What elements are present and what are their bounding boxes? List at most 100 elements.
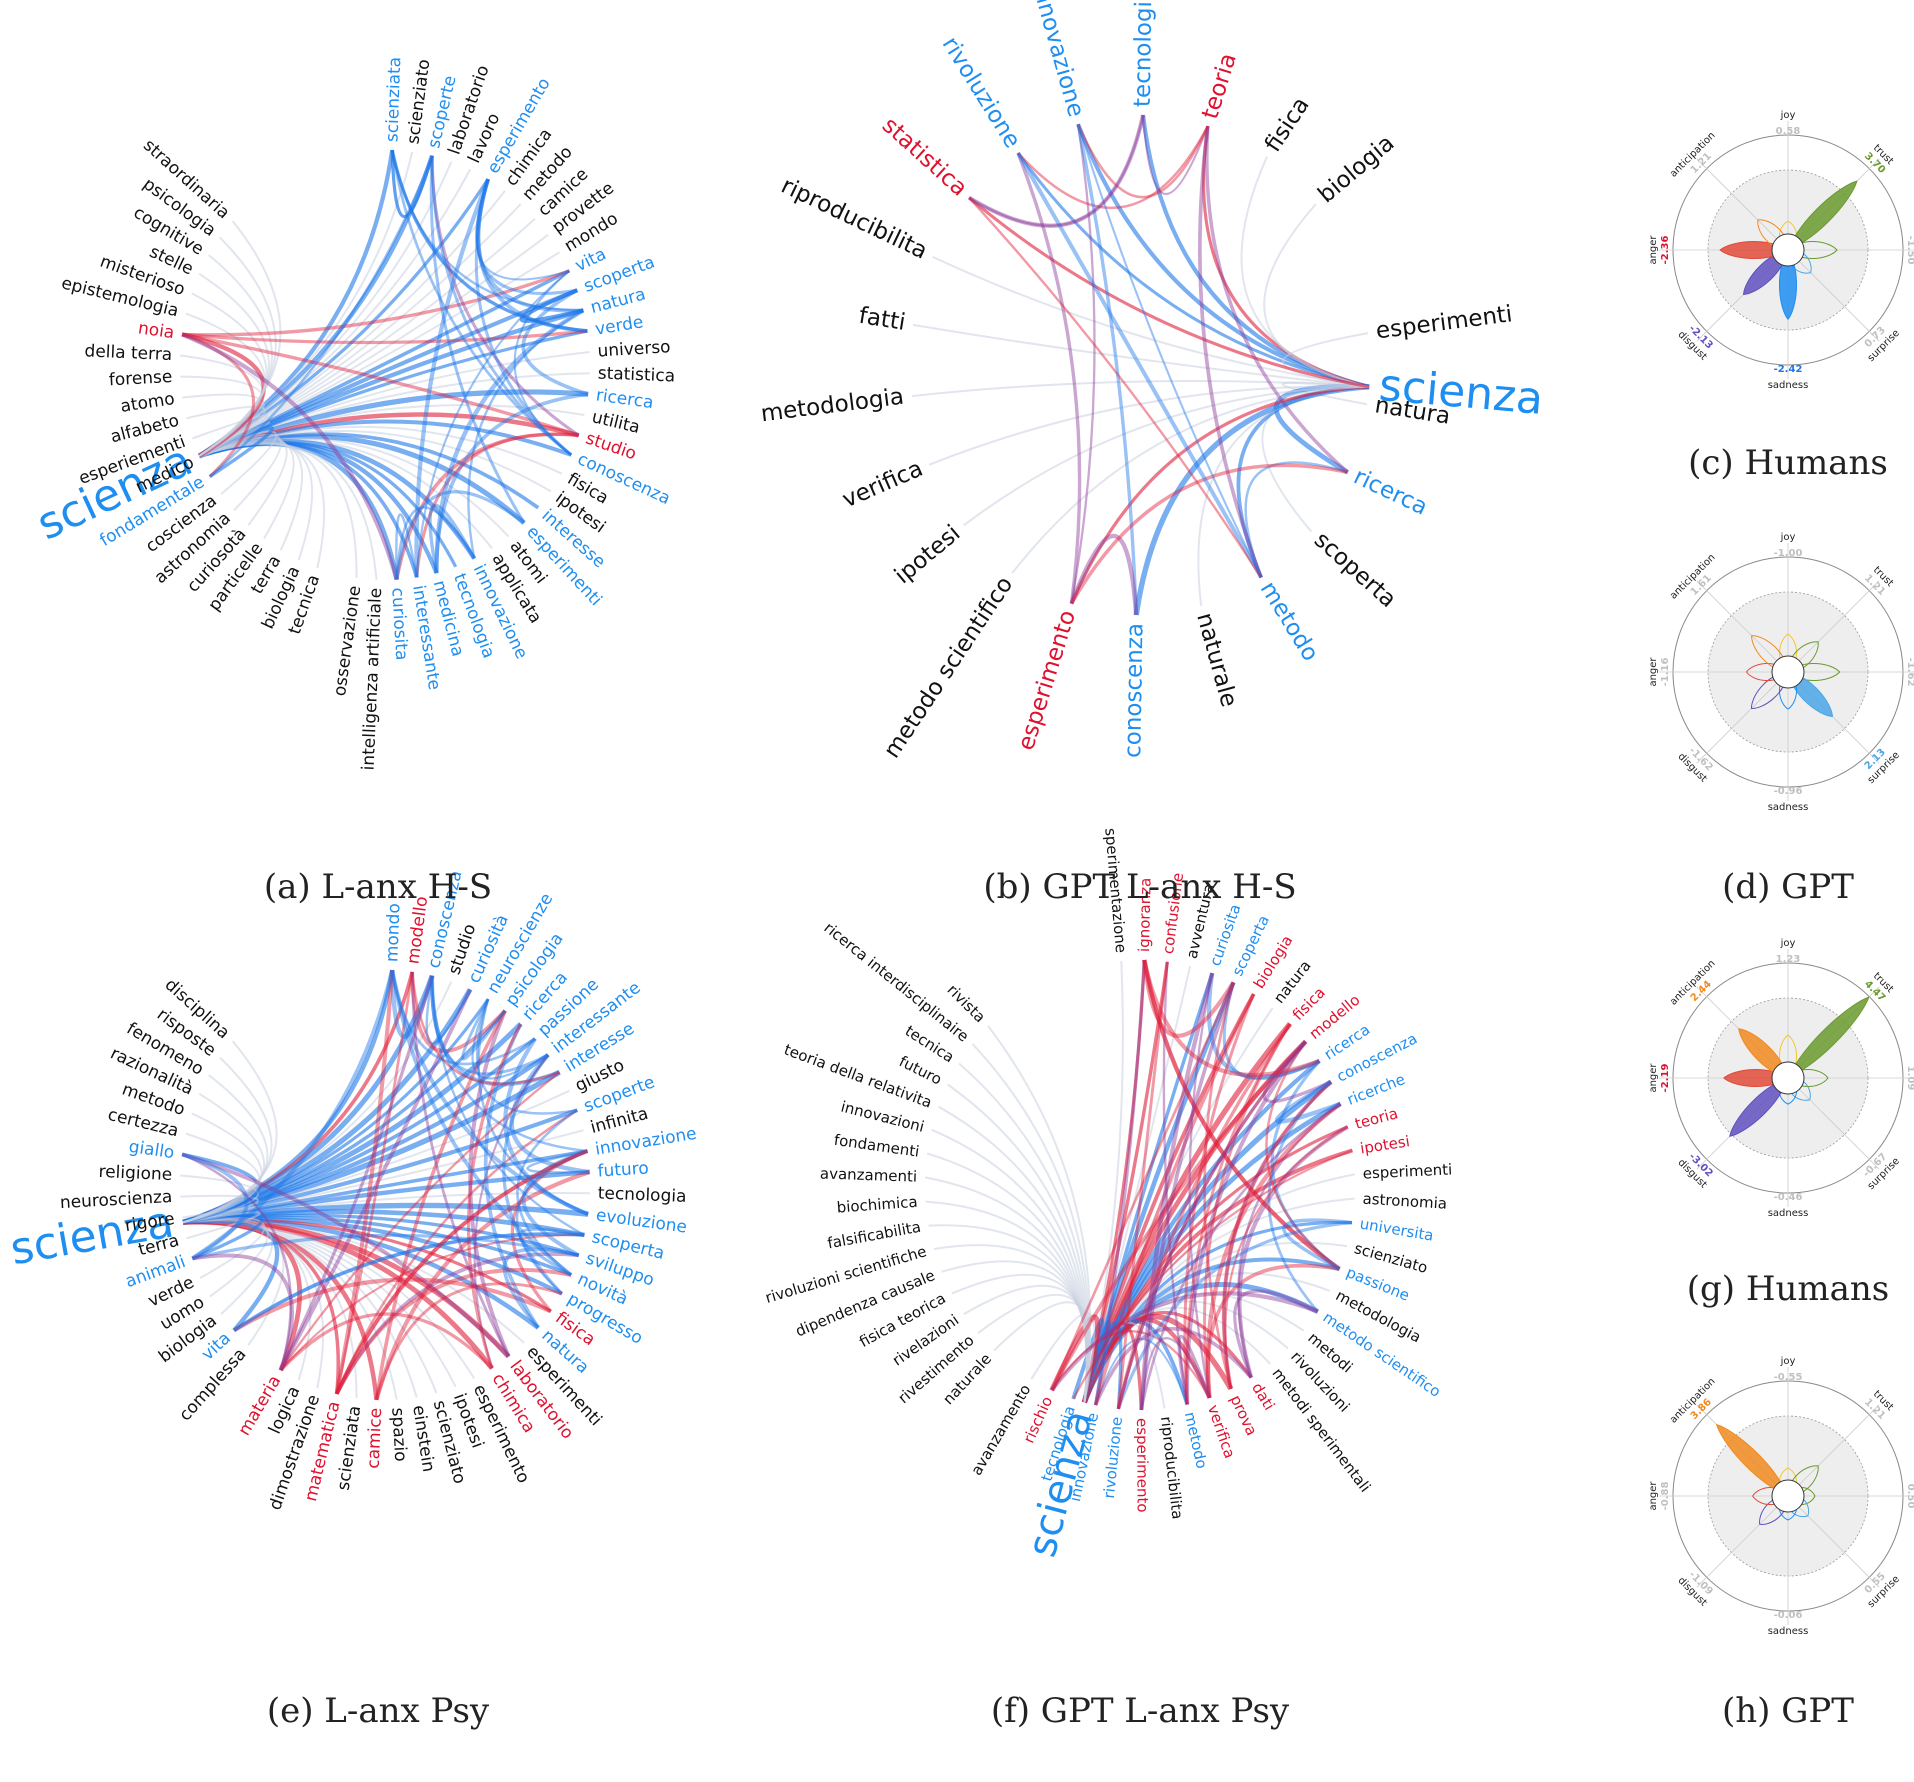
radar-label-h-anger: anger	[1648, 1481, 1659, 1511]
edge-b-teoria-rivoluzione	[1017, 125, 1209, 209]
edge-a-scienziata-verde	[390, 149, 588, 333]
word-f-metodo: metodo	[1181, 1410, 1211, 1470]
radar-axis-c-surprise	[1787, 249, 1880, 342]
word-e-futuro: futuro	[597, 1158, 649, 1181]
edge-e-interesse-materia	[279, 1071, 561, 1371]
radar-value-d-sadness: -0.96	[1774, 786, 1803, 797]
word-b-ricerca: ricerca	[1350, 464, 1432, 521]
edge-e-laboratorio-modello	[410, 971, 510, 1358]
edge-f-rischio-metodo-scientifico	[1050, 1291, 1319, 1392]
radar-center-g	[1771, 1061, 1805, 1095]
edge-f-scoperta-prova	[1203, 982, 1235, 1390]
edge-a-esperimento-vita	[475, 178, 570, 281]
radar-label-c-joy: joy	[1780, 110, 1796, 121]
edge-a-noia-vita	[182, 269, 570, 337]
radar-value-c-anger: -2.36	[1660, 236, 1671, 265]
edge-b-fatti	[912, 323, 1370, 388]
edge-f-conoscenza-ricerche	[1274, 1079, 1342, 1124]
edge-a-esperimento-conoscenza	[474, 178, 573, 457]
edge-f-ricerca-passione	[1270, 1059, 1341, 1271]
caption-f: (f) GPT L-anx Psy	[991, 1691, 1290, 1731]
word-f-biochimica: biochimica	[836, 1193, 918, 1217]
edge-b-ipotesi	[962, 385, 1370, 527]
edge-e-interessante-chimica	[473, 1054, 549, 1369]
radar-axis-g-surprise	[1787, 1077, 1880, 1170]
edge-f-esperimento-ricerche	[1140, 1102, 1342, 1411]
edge-f-ipotesi-tecnologia	[1072, 1149, 1353, 1400]
edge-a-verde-esperimento	[476, 178, 588, 333]
word-e-mondo: mondo	[382, 903, 404, 963]
edge-a-interessante-curiosita	[395, 513, 418, 580]
edge-b-ricerca-metodo	[1244, 461, 1349, 578]
word-f-dati: dati	[1248, 1379, 1278, 1413]
word-b-scoperta: scoperta	[1309, 527, 1401, 613]
edge-f-ignoranza-innovazione	[1093, 959, 1146, 1406]
edge-e-progresso-camice	[375, 1282, 563, 1401]
radar-value-g-fear: 1.09	[1905, 1066, 1914, 1091]
edge-f-modello-metodo	[1185, 1040, 1308, 1405]
word-b-riproducibilita: riproducibilita	[777, 173, 931, 265]
radar-label-d-sadness: sadness	[1768, 802, 1809, 813]
word-a-verde: verde	[594, 312, 645, 339]
edge-e-novita-scoperte	[516, 1109, 578, 1276]
radar-value-h-fear: 0.50	[1905, 1484, 1914, 1509]
caption-e: (e) L-anx Psy	[267, 1691, 490, 1731]
word-b-metodo: metodo	[1255, 577, 1324, 666]
caption-d: (d) GPT	[1722, 867, 1854, 907]
petal-d-disgust	[1750, 671, 1789, 710]
word-b-fisica: fisica	[1260, 93, 1315, 157]
edge-b-innovazione-teoria	[1076, 123, 1209, 199]
edge-e-futuro-interessante	[509, 1053, 590, 1175]
edge-e-matematica-novita	[334, 1267, 572, 1395]
radar-panel-d: joy-1.00trust1.21fear-1.62surprise2.13sa…	[1648, 532, 1914, 813]
radar-panel-h: joy-0.55trust1.21fear0.50surprise0.55sad…	[1648, 1356, 1914, 1637]
edge-b-riproducibilita	[932, 255, 1370, 388]
radar-value-g-anger: -2.19	[1660, 1064, 1671, 1093]
edge-e-vita-scoperta	[233, 1232, 585, 1332]
radar-label-h-joy: joy	[1780, 1356, 1796, 1367]
edge-e-innovazione-futuro	[526, 1149, 590, 1174]
edge-a-scoperta-natura	[519, 288, 584, 323]
edge-f-curiosita-esperimento	[1139, 972, 1215, 1411]
word-f-universita: universita	[1358, 1215, 1434, 1245]
edge-f-modello-conoscenza	[1262, 1040, 1332, 1104]
radar-value-c-joy: 0.58	[1776, 126, 1801, 137]
edge-e-modello-interesse	[410, 971, 560, 1086]
edge-f-metodo-biologia	[1183, 993, 1256, 1405]
word-e-religione: religione	[98, 1162, 172, 1185]
edge-f-modello-rivoluzione	[1116, 1040, 1307, 1410]
network-panel-f: sperimentazione ignoranza confusioneavvent…	[763, 827, 1452, 1561]
edge-b-statistica-metodo	[968, 196, 1263, 579]
edge-e-evoluzione-passione	[503, 1037, 589, 1217]
network-edges-b	[911, 114, 1370, 616]
word-e-tecnologia: tecnologia	[597, 1184, 686, 1207]
word-a-statistica: statistica	[597, 364, 675, 387]
edge-e-psicologia-laboratorio	[468, 1009, 511, 1358]
word-a-osservazione: osservazione	[330, 584, 365, 697]
edge-f-confusione-rivoluzione	[1116, 961, 1169, 1410]
edge-b-statistica-tecnologia	[968, 114, 1145, 227]
edge-e-progresso-innovazione	[515, 1149, 588, 1295]
radar-axis-h-surprise	[1787, 1495, 1880, 1588]
word-a-universo: universo	[597, 337, 671, 361]
edge-f-universita-rivoluzione	[1116, 1221, 1353, 1410]
edge-b-esperimento-ricerca	[1069, 463, 1349, 605]
edge-e-mondo-matematica	[334, 969, 395, 1395]
edge-b-esperimento	[1070, 385, 1370, 605]
word-e-giallo: giallo	[127, 1137, 175, 1163]
edge-a-noia-studio	[181, 332, 580, 437]
network-edges-a	[180, 149, 590, 581]
network-labels-f: sperimentazione ignoranza confusioneavvent…	[763, 827, 1452, 1561]
edge-b-verifica	[928, 385, 1370, 466]
edge-f-esperimento-verifica	[1140, 1337, 1211, 1411]
edge-e-chimica-materia	[279, 1312, 494, 1372]
edge-b-conoscenza-esperimento	[1069, 533, 1139, 616]
radar-center-d	[1771, 655, 1805, 689]
word-b-fatti: fatti	[857, 303, 907, 336]
edge-e-materia-scoperta	[280, 1233, 585, 1371]
edge-e-curiosita-conoscenza	[425, 975, 472, 1045]
edge-f-innovazione-biologia	[1093, 993, 1256, 1406]
edge-f-ricerca-curiosita	[1206, 972, 1321, 1079]
edge-e-modello-psicologia	[410, 971, 507, 1053]
